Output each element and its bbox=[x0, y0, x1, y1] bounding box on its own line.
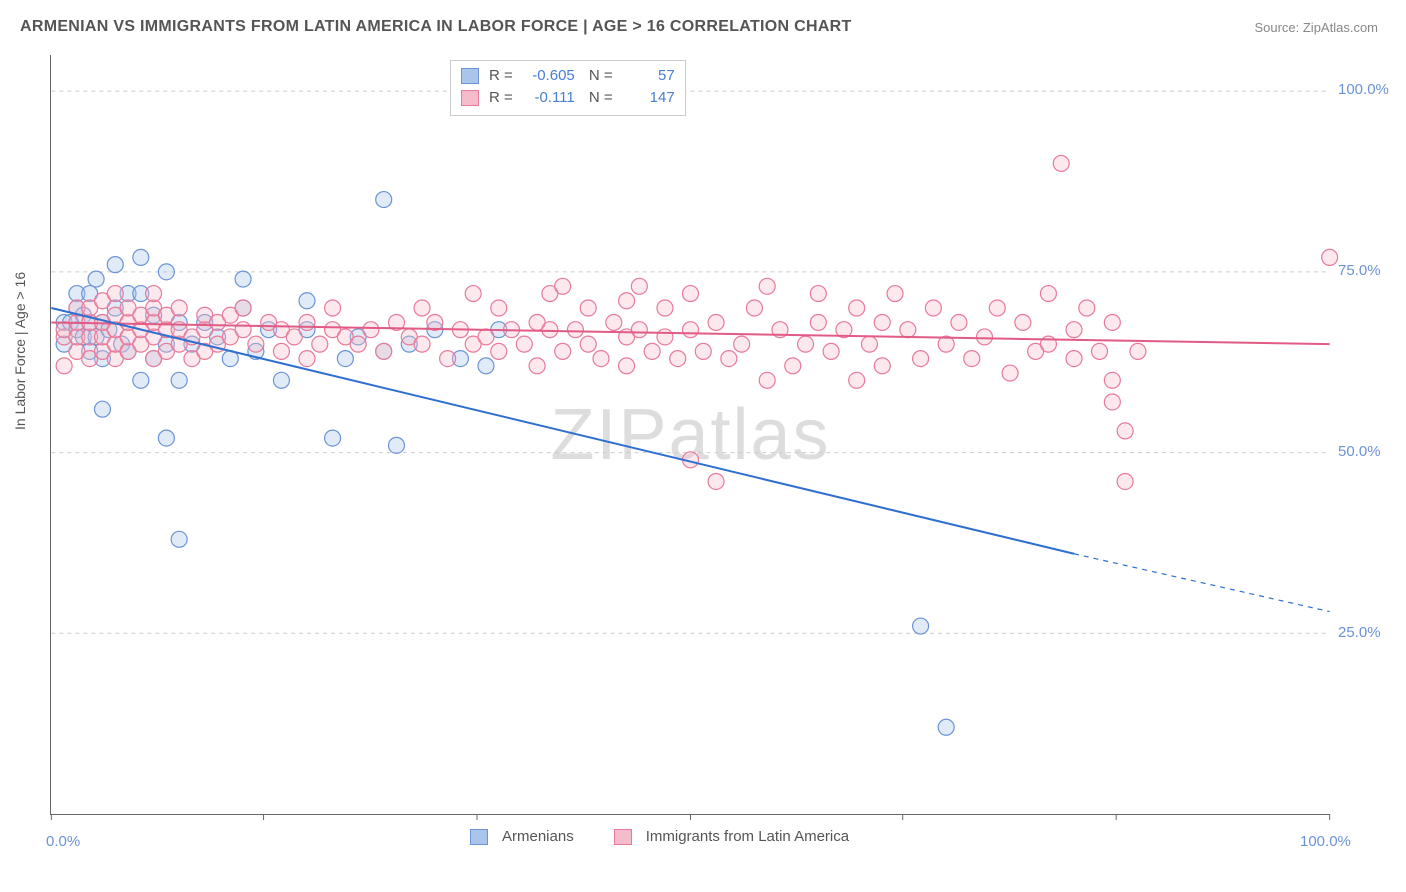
stat-r-label: R = bbox=[489, 87, 513, 109]
legend-swatch-icon bbox=[461, 68, 479, 84]
x-tick-label-left: 0.0% bbox=[46, 833, 80, 850]
y-tick-label: 50.0% bbox=[1338, 443, 1381, 460]
legend-row: R = -0.111 N = 147 bbox=[461, 87, 675, 109]
x-tick-label-right: 100.0% bbox=[1300, 833, 1351, 850]
stat-n-label: N = bbox=[585, 65, 613, 87]
plot-area: ZIPatlas bbox=[50, 55, 1330, 815]
stat-r-value: -0.605 bbox=[523, 65, 575, 87]
series-legend: Armenians Immigrants from Latin America bbox=[470, 828, 849, 845]
legend-swatch-icon bbox=[614, 829, 632, 845]
scatter-svg bbox=[51, 55, 1330, 814]
chart-title: ARMENIAN VS IMMIGRANTS FROM LATIN AMERIC… bbox=[20, 18, 852, 36]
chart-container: ARMENIAN VS IMMIGRANTS FROM LATIN AMERIC… bbox=[0, 0, 1406, 892]
legend-label: Immigrants from Latin America bbox=[646, 828, 849, 845]
legend-swatch-icon bbox=[461, 90, 479, 106]
legend-row: R = -0.605 N = 57 bbox=[461, 65, 675, 87]
stat-n-value: 57 bbox=[623, 65, 675, 87]
y-tick-label: 100.0% bbox=[1338, 81, 1389, 98]
stat-n-value: 147 bbox=[623, 87, 675, 109]
stat-n-label: N = bbox=[585, 87, 613, 109]
stat-r-label: R = bbox=[489, 65, 513, 87]
y-tick-label: 25.0% bbox=[1338, 624, 1381, 641]
correlation-legend: R = -0.605 N = 57 R = -0.111 N = 147 bbox=[450, 60, 686, 116]
y-axis-label: In Labor Force | Age > 16 bbox=[12, 272, 28, 430]
y-tick-label: 75.0% bbox=[1338, 262, 1381, 279]
stat-r-value: -0.111 bbox=[523, 87, 575, 109]
source-label: Source: ZipAtlas.com bbox=[1254, 20, 1378, 35]
legend-swatch-icon bbox=[470, 829, 488, 845]
legend-label: Armenians bbox=[502, 828, 574, 845]
